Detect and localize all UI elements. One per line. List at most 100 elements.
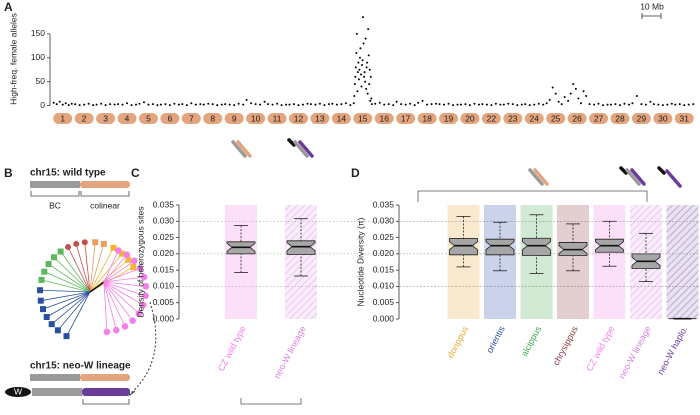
point — [674, 103, 677, 106]
x-tick-label: 2 — [82, 113, 87, 123]
chromosome — [439, 113, 459, 124]
chrom-segment — [80, 181, 130, 188]
point — [577, 97, 580, 100]
chrom-icon — [528, 168, 544, 186]
point — [364, 80, 367, 83]
point — [177, 103, 180, 106]
point — [409, 102, 412, 105]
point — [361, 59, 364, 62]
x-tick-label: 30 — [658, 113, 668, 123]
point — [683, 104, 686, 107]
branch — [57, 291, 91, 331]
point — [588, 103, 591, 106]
chromosome — [310, 113, 330, 124]
point — [323, 104, 326, 107]
point — [666, 103, 669, 106]
point — [443, 103, 446, 106]
chromosome — [288, 113, 308, 124]
point — [364, 37, 367, 40]
point — [528, 104, 531, 107]
x-tick-label: 3 — [103, 113, 108, 123]
chrom-segment — [32, 388, 82, 396]
point — [537, 102, 540, 105]
x-tick-label: 29 — [637, 113, 647, 123]
point — [545, 102, 548, 105]
point — [202, 103, 205, 106]
point — [228, 103, 231, 106]
point — [557, 100, 560, 103]
branch — [84, 242, 91, 293]
point — [199, 103, 202, 106]
leaf — [119, 250, 126, 257]
point — [623, 102, 626, 105]
point — [404, 103, 407, 106]
point — [367, 54, 370, 57]
leaf — [92, 239, 99, 246]
branch — [103, 281, 140, 314]
x-tick-label: 6 — [168, 113, 173, 123]
x-tick-label: 7 — [189, 113, 194, 123]
branch — [51, 291, 91, 325]
chrom-icon — [287, 138, 296, 147]
point — [363, 75, 366, 78]
leaf — [63, 333, 70, 340]
point — [285, 103, 288, 106]
leaf — [123, 251, 131, 259]
point — [652, 103, 655, 106]
point — [456, 103, 459, 106]
chrom-segment — [30, 374, 80, 381]
group-band — [666, 205, 699, 319]
leaf — [73, 240, 80, 247]
y-tick-label: 0.030 — [373, 216, 395, 226]
point — [631, 102, 634, 105]
y-axis-title: Nucleotide Diversity (π) — [355, 217, 365, 306]
point — [263, 100, 266, 103]
branch — [42, 291, 91, 310]
chrom-icon — [298, 140, 314, 158]
point — [349, 104, 352, 107]
branch — [103, 281, 108, 332]
leaf — [135, 310, 143, 317]
branch — [48, 263, 91, 293]
point — [362, 42, 365, 45]
panel-b: B chr15: wild type BC colinear chr15: ne… — [4, 166, 157, 405]
point — [52, 101, 55, 104]
chrom-icon — [293, 140, 309, 158]
point — [502, 103, 505, 106]
leaf — [65, 244, 72, 251]
point — [635, 95, 638, 98]
point — [438, 103, 441, 106]
point — [220, 103, 223, 106]
panel-label: B — [4, 166, 13, 180]
w-label: W — [14, 386, 22, 396]
point — [344, 102, 347, 105]
chromosome — [331, 113, 351, 124]
x-tick-label: neo-W lineage — [272, 324, 308, 380]
leaf — [37, 297, 44, 304]
point — [353, 83, 356, 86]
branch — [103, 281, 126, 327]
point — [130, 104, 133, 107]
chromosome — [181, 113, 201, 124]
branch — [103, 281, 146, 297]
x-tick-label: 31 — [680, 113, 690, 123]
branch — [67, 246, 91, 293]
y-tick-label: 0.025 — [373, 232, 395, 242]
leaf — [110, 244, 117, 251]
point — [392, 104, 395, 107]
point — [292, 103, 295, 106]
point — [356, 90, 359, 93]
point — [494, 102, 497, 105]
x-tick-label: CZ wild type — [216, 324, 248, 372]
leaf — [112, 326, 120, 334]
branch — [103, 281, 144, 306]
chrom-icon — [236, 140, 252, 158]
branch — [53, 256, 91, 293]
point — [280, 104, 283, 107]
chromosome — [267, 113, 287, 124]
point — [100, 102, 103, 105]
chrom-icon — [665, 169, 682, 188]
bracket — [82, 399, 130, 405]
